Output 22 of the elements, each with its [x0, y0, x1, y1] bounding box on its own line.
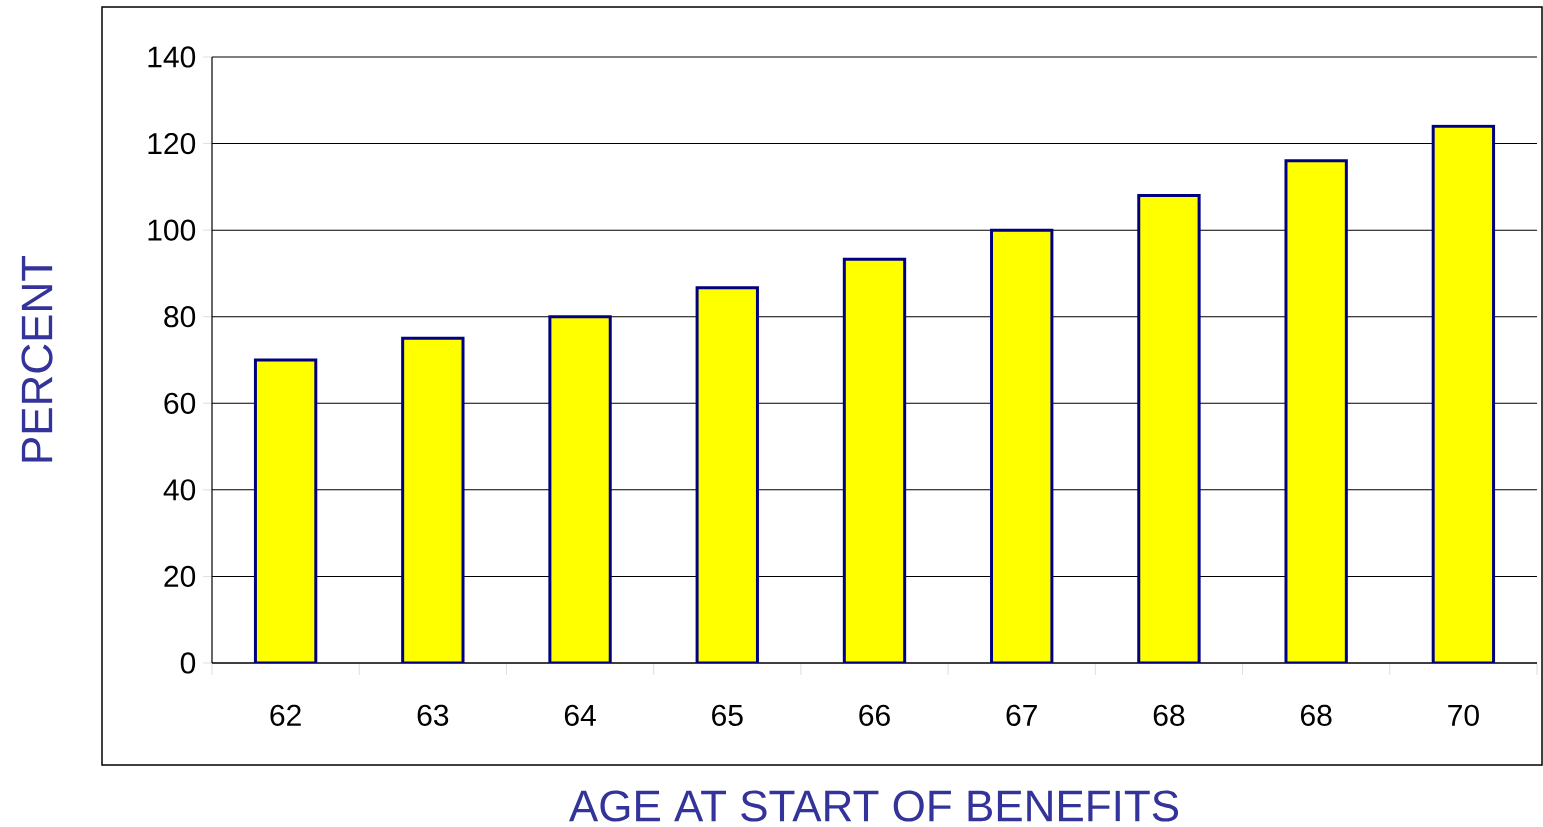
x-tick-label: 68	[1153, 704, 1185, 726]
x-tick-label: 67	[1006, 704, 1037, 726]
y-tick-label: 120	[148, 132, 196, 155]
y-tick-label: 20	[164, 565, 196, 588]
x-tick-label: 65	[712, 704, 743, 726]
y-tick-label: 80	[164, 306, 196, 328]
y-tick-label: 0	[180, 652, 196, 674]
x-tick-label: 70	[1448, 704, 1479, 726]
y-tick-label: 40	[163, 479, 196, 501]
x-tick-label: 63	[417, 704, 449, 726]
x-tick-label: 66	[859, 704, 890, 726]
x-tick-label: 68	[1301, 704, 1332, 726]
x-tick-label: 62	[270, 704, 301, 726]
y-axis-title: PERCENT	[21, 255, 53, 462]
bar	[548, 315, 612, 663]
bar	[1137, 194, 1201, 663]
x-axis-title: AGE AT START OF BENEFITS	[568, 790, 1179, 822]
y-tick-label: 140	[148, 46, 196, 68]
y-tick-label: 100	[148, 219, 196, 241]
y-tick-label: 60	[164, 392, 196, 414]
x-tick-label: 64	[564, 704, 596, 726]
bar	[1284, 159, 1348, 663]
